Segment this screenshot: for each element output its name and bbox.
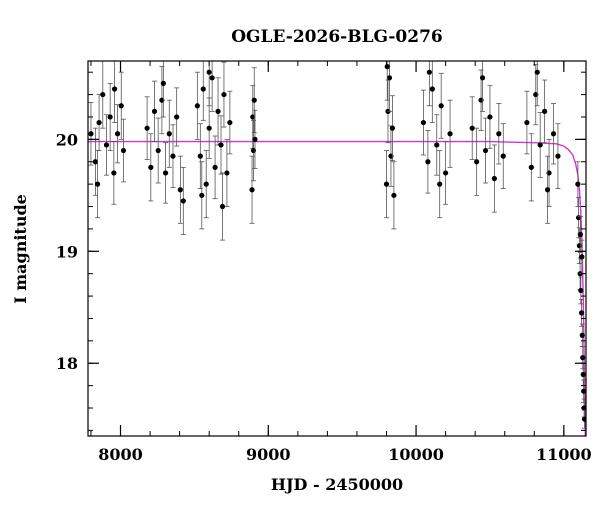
data-point: [249, 187, 255, 193]
data-point: [389, 125, 396, 131]
data-point: [194, 103, 200, 109]
data-point: [170, 153, 176, 159]
data-point: [487, 114, 493, 120]
data-point: [528, 164, 534, 170]
data-point: [524, 119, 530, 126]
data-point: [577, 231, 583, 238]
data-point: [447, 131, 453, 137]
data-point: [550, 131, 557, 137]
y-tick-label: 18: [56, 354, 78, 373]
data-point: [252, 136, 258, 142]
data-point: [391, 192, 397, 198]
data-point: [180, 198, 186, 204]
data-point: [437, 181, 443, 187]
data-point: [579, 332, 585, 338]
data-point: [218, 142, 224, 148]
y-axis-ticks: 18 19 20: [56, 71, 586, 431]
data-point: [383, 181, 390, 187]
data-point: [426, 69, 432, 75]
x-axis-ticks: 8000 9000 10000 11000: [90, 61, 592, 464]
data-point: [443, 170, 449, 176]
data-point: [482, 147, 489, 154]
chart-title: OGLE-2026-BLG-0276: [231, 27, 443, 47]
data-point: [579, 254, 585, 260]
x-tick-label: 8000: [98, 445, 143, 464]
data-point: [581, 416, 586, 422]
y-tick-label: 19: [56, 242, 78, 261]
data-point: [197, 153, 203, 159]
data-point: [496, 131, 502, 137]
data-point: [576, 243, 582, 249]
data-point: [474, 159, 480, 165]
data-point: [578, 287, 584, 294]
data-point: [166, 131, 172, 137]
data-point: [160, 80, 166, 86]
data-point: [206, 69, 212, 75]
data-point: [199, 192, 205, 198]
data-point: [100, 91, 106, 98]
data-point: [114, 131, 121, 137]
data-point: [103, 142, 110, 148]
data-point: [177, 187, 183, 193]
data-point: [219, 203, 226, 210]
data-point: [215, 108, 221, 114]
data-point: [420, 119, 427, 126]
data-point: [95, 181, 101, 187]
data-point: [111, 170, 117, 176]
data-point: [206, 125, 212, 131]
data-point: [203, 181, 209, 187]
data-point: [479, 75, 486, 81]
model-curve: [88, 140, 586, 436]
x-tick-label: 11000: [536, 445, 592, 464]
data-point: [148, 164, 154, 170]
data-layer: [88, 61, 586, 436]
data-point: [151, 108, 158, 114]
data-point: [434, 142, 440, 148]
data-point: [534, 69, 540, 75]
x-tick-label: 10000: [388, 445, 444, 464]
data-point: [555, 153, 561, 159]
data-point: [212, 164, 218, 170]
data-point: [581, 388, 586, 394]
data-point: [174, 114, 180, 120]
data-point: [544, 187, 551, 193]
data-point: [491, 175, 497, 182]
data-point: [107, 114, 113, 120]
data-point: [120, 147, 127, 154]
data-point: [251, 97, 257, 103]
data-point: [144, 125, 150, 131]
data-point: [227, 119, 233, 126]
plot-area: [87, 60, 587, 437]
data-point: [155, 147, 161, 154]
data-point: [111, 86, 118, 92]
plot-frame: [87, 60, 587, 437]
x-tick-label: 9000: [246, 445, 291, 464]
data-point: [96, 119, 102, 126]
data-point: [469, 125, 475, 131]
data-point: [386, 75, 393, 81]
data-point: [429, 86, 435, 92]
data-point: [118, 103, 124, 109]
data-point: [542, 108, 548, 114]
data-point: [438, 103, 444, 109]
data-point: [575, 181, 581, 187]
data-point: [580, 355, 586, 361]
data-point: [580, 371, 586, 378]
data-point: [500, 153, 506, 159]
x-axis-label: HJD - 2450000: [271, 475, 403, 494]
y-tick-label: 20: [56, 130, 78, 149]
data-point: [200, 86, 206, 92]
data-point: [162, 170, 169, 176]
data-point: [425, 159, 431, 165]
data-point: [578, 310, 585, 316]
y-axis-label: I magnitude: [11, 194, 30, 304]
data-point: [384, 63, 390, 70]
data-point: [92, 159, 98, 165]
data-point: [224, 170, 230, 176]
data-point: [537, 142, 543, 148]
data-point: [88, 131, 94, 137]
data-point: [221, 91, 227, 98]
data-point: [209, 75, 215, 81]
